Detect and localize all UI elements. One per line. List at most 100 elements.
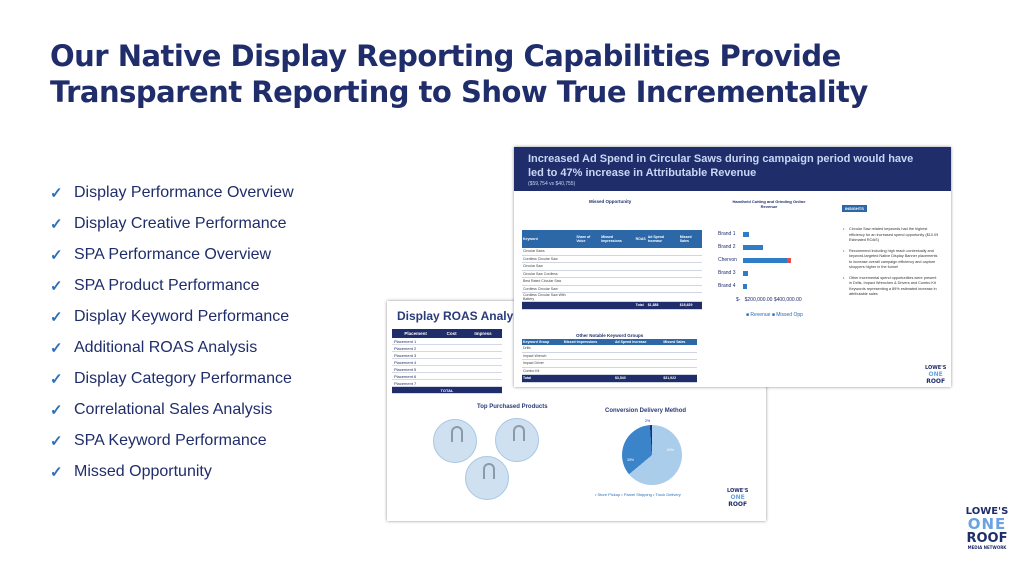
list-item: ✓ Additional ROAS Analysis xyxy=(50,332,294,363)
pie-legend: • Store Pickup • Parcel Shipping • Truck… xyxy=(595,492,681,497)
column-header: Keyword xyxy=(522,230,576,248)
list-item-label: SPA Product Performance xyxy=(74,276,260,294)
capabilities-list: ✓ Display Performance Overview ✓ Display C… xyxy=(50,177,294,487)
table-row: Cordless Circular Saw xyxy=(522,285,702,293)
column-header: Missed Sales xyxy=(678,230,702,248)
slide-title: Our Native Display Reporting Capabilitie… xyxy=(50,38,950,110)
table-row: Circular Saws xyxy=(522,248,702,256)
table-row: Placement 5 xyxy=(392,365,502,373)
table-row: Placement 7 xyxy=(392,379,502,387)
list-item: ✓ Display Performance Overview xyxy=(50,177,294,208)
checkmark-icon: ✓ xyxy=(50,308,63,326)
checkmark-icon: ✓ xyxy=(50,432,63,450)
checkmark-icon: ✓ xyxy=(50,277,63,295)
insights-list: Circular Saw related keywords had the hi… xyxy=(843,227,939,303)
list-item: ✓ Missed Opportunity xyxy=(50,456,294,487)
list-item: ✓ SPA Product Performance xyxy=(50,270,294,301)
column-header: Share of Voice xyxy=(575,230,601,248)
list-item-label: Additional ROAS Analysis xyxy=(74,338,258,356)
table-row: Placement 2 xyxy=(392,344,502,352)
products-title: Top Purchased Products xyxy=(477,404,548,410)
list-item-label: Missed Opportunity xyxy=(74,462,212,480)
placement-table: Placement Cost Impress Placement 1 Place… xyxy=(392,329,502,394)
total-row: Total $1,888 $18,629 xyxy=(522,301,702,310)
table-row: Drills xyxy=(522,345,697,353)
checkmark-icon: ✓ xyxy=(50,463,63,481)
revenue-chart-title: Handheld Cutting and Grinding Online Rev… xyxy=(732,199,806,209)
product-circle xyxy=(433,419,477,463)
insight-item: Circular Saw related keywords had the hi… xyxy=(843,227,939,244)
column-header: Missed Impressions xyxy=(562,339,614,345)
table-row: Placement 3 xyxy=(392,351,502,359)
table-cell: Placement 4 xyxy=(392,358,440,366)
checkmark-icon: ✓ xyxy=(50,370,63,388)
missed-opportunity-title: Missed Opportunity xyxy=(589,199,632,204)
conversion-pie-chart xyxy=(622,425,682,485)
table-cell: Placement 7 xyxy=(392,379,440,387)
table-row: Best Rated Circular Saw xyxy=(522,277,702,286)
list-item-label: Display Creative Performance xyxy=(74,214,287,232)
notable-keyword-table: Keyword Group Missed Impressions Ad Spen… xyxy=(522,339,697,383)
checkmark-icon: ✓ xyxy=(50,401,63,419)
checkmark-icon: ✓ xyxy=(50,215,63,233)
table-cell: Placement 2 xyxy=(392,344,440,352)
list-item: ✓ Correlational Sales Analysis xyxy=(50,394,294,425)
report-banner: Increased Ad Spend in Circular Saws duri… xyxy=(514,147,951,191)
column-header: Keyword Group xyxy=(522,339,563,345)
revenue-bar xyxy=(743,258,787,263)
table-row: Placement 4 xyxy=(392,358,502,366)
table-row: Cordless Circular Saw xyxy=(522,255,702,263)
table-cell: Placement 1 xyxy=(392,338,440,345)
table-row: Placement 1 xyxy=(392,338,502,345)
insights-tag: INSIGHTS xyxy=(842,205,867,212)
revenue-bar xyxy=(743,284,747,289)
list-item: ✓ SPA Keyword Performance xyxy=(50,425,294,456)
revenue-bar xyxy=(743,232,749,237)
checkmark-icon: ✓ xyxy=(50,339,63,357)
list-item: ✓ SPA Performance Overview xyxy=(50,239,294,270)
table-cell: Placement 5 xyxy=(392,365,440,373)
report-title: Increased Ad Spend in Circular Saws duri… xyxy=(528,153,914,179)
table-row: Circular Saw xyxy=(522,262,702,271)
product-circle xyxy=(465,456,509,500)
revenue-bar xyxy=(743,245,763,250)
title-line-2: Transparent Reporting to Show True Incre… xyxy=(50,75,868,109)
faucet-icon xyxy=(451,426,463,442)
pie-label: 35% xyxy=(627,458,635,462)
revenue-bar xyxy=(743,271,748,276)
title-line-1: Our Native Display Reporting Capabilitie… xyxy=(50,39,841,73)
table-row: Placement 6 xyxy=(392,372,502,380)
keyword-table: Keyword Share of Voice Missed Impression… xyxy=(522,230,702,310)
column-header: Cost xyxy=(439,329,465,338)
list-item-label: Display Keyword Performance xyxy=(74,307,290,325)
mini-logo: LOWE'S ONE ROOF xyxy=(925,365,947,385)
faucet-icon xyxy=(513,425,525,441)
total-row: TOTAL xyxy=(392,386,502,394)
list-item-label: SPA Performance Overview xyxy=(74,245,272,263)
column-header: Missed Impressions xyxy=(600,230,635,248)
faucet-icon xyxy=(483,463,495,479)
table-row: Circular Saw Cordless xyxy=(522,270,702,278)
column-header: Impress xyxy=(464,329,502,338)
list-item: ✓ Display Category Performance xyxy=(50,363,294,394)
table-cell: Placement 6 xyxy=(392,372,440,380)
table-row: Combo Kit xyxy=(522,367,697,375)
lowes-one-roof-logo: LOWE'S ONE ROOF MEDIA NETWORK xyxy=(965,506,1009,550)
column-header: Ad Spend Increase xyxy=(613,339,663,345)
list-item: ✓ Display Keyword Performance xyxy=(50,301,294,332)
total-row: Total $3,540 $31,922 xyxy=(522,374,697,383)
pie-label: 64% xyxy=(667,448,675,452)
missed-opp-bar xyxy=(787,258,791,263)
list-item-label: Display Category Performance xyxy=(74,369,292,387)
table-cell: Placement 3 xyxy=(392,351,440,359)
insight-item: Other incremental spend opportunities we… xyxy=(843,276,939,298)
insight-item: Recommend including high reach contextua… xyxy=(843,249,939,271)
product-circle xyxy=(495,418,539,462)
list-item-label: Display Performance Overview xyxy=(74,183,294,201)
checkmark-icon: ✓ xyxy=(50,184,63,202)
chart-axis-labels: $- $200,000.00 $400,000.00 xyxy=(736,297,802,303)
checkmark-icon: ✓ xyxy=(50,246,63,264)
table-row: Cordless Circular Saw With Battery xyxy=(522,292,702,302)
list-item-label: Correlational Sales Analysis xyxy=(74,400,273,418)
column-header: Placement xyxy=(392,329,440,338)
